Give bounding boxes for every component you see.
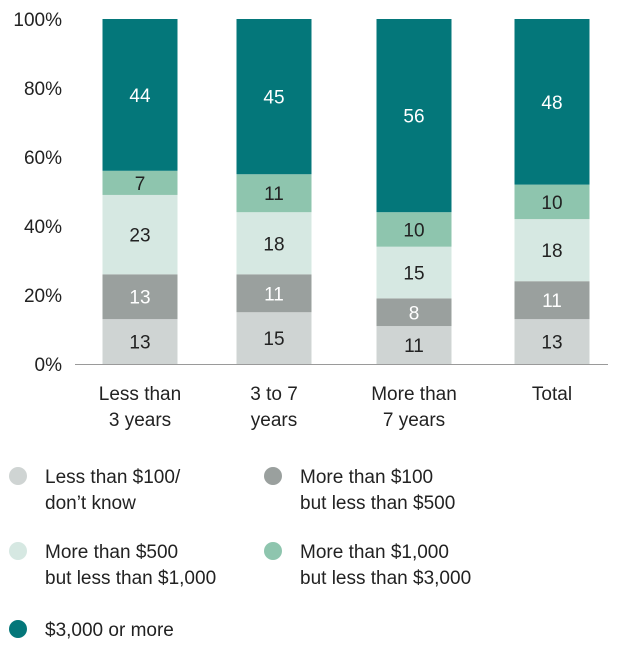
data-label: 48: [541, 93, 562, 114]
data-label: 7: [135, 174, 146, 195]
data-label: 13: [129, 333, 150, 354]
legend-swatch: [264, 467, 282, 485]
x-category-label: 7 years: [383, 410, 445, 431]
legend-label: but less than $3,000: [300, 568, 471, 589]
data-label: 11: [404, 336, 424, 357]
bar-segment: [102, 19, 178, 171]
bar-segment: [514, 219, 590, 282]
bar-segment: [102, 194, 178, 275]
data-label: 10: [541, 193, 562, 214]
bar-segment: [236, 19, 312, 175]
legend-label: but less than $500: [300, 493, 455, 514]
legend-swatch: [9, 467, 27, 485]
bar-segment: [514, 19, 590, 185]
data-label: 15: [403, 264, 424, 285]
y-tick-label: 80%: [24, 79, 62, 100]
data-label: 18: [263, 234, 284, 255]
legend-swatch: [9, 620, 27, 638]
bar-segment: [376, 212, 452, 247]
bar-segment: [376, 298, 452, 327]
bar-segment: [102, 170, 178, 195]
y-tick-label: 20%: [24, 286, 62, 307]
y-tick-label: 40%: [24, 217, 62, 238]
data-label: 11: [264, 184, 284, 205]
data-label: 56: [403, 107, 424, 128]
data-label: 18: [541, 241, 562, 262]
bar-segment: [236, 312, 312, 364]
legend-label: More than $1,000: [300, 542, 449, 563]
legend-label: More than $500: [45, 542, 178, 563]
legend-swatch: [264, 542, 282, 560]
legend-label: $3,000 or more: [45, 620, 174, 641]
legend-label: More than $100: [300, 467, 433, 488]
data-label: 11: [264, 284, 284, 305]
legend-label: Less than $100/: [45, 467, 181, 488]
data-label: 15: [263, 329, 284, 350]
bar-segment: [514, 281, 590, 320]
y-tick-label: 100%: [13, 10, 62, 31]
data-label: 11: [542, 291, 562, 312]
legend-label: don’t know: [45, 493, 136, 514]
x-category-label: Total: [532, 384, 572, 405]
bar-segment: [376, 326, 452, 364]
bar-segment: [236, 212, 312, 275]
data-label: 45: [263, 88, 284, 109]
bar-segment: [514, 184, 590, 220]
y-tick-label: 60%: [24, 148, 62, 169]
bar-segment: [102, 319, 178, 364]
legend-label: but less than $1,000: [45, 568, 216, 589]
bar-segment: [376, 19, 452, 213]
data-label: 13: [541, 333, 562, 354]
bar-segment: [236, 274, 312, 313]
x-category-label: 3 years: [109, 410, 171, 431]
bar-segment: [376, 246, 452, 299]
legend-swatch: [9, 542, 27, 560]
bar-segment: [236, 174, 312, 213]
data-label: 23: [129, 226, 150, 247]
x-category-label: years: [251, 410, 297, 431]
y-tick-label: 0%: [35, 355, 63, 376]
bar-segment: [102, 274, 178, 320]
data-label: 44: [129, 86, 151, 107]
x-category-label: 3 to 7: [250, 384, 298, 405]
x-category-label: Less than: [99, 384, 181, 405]
data-label: 8: [409, 303, 420, 324]
x-category-label: More than: [371, 384, 457, 405]
bar-segment: [514, 319, 590, 364]
data-label: 13: [129, 288, 150, 309]
data-label: 10: [403, 220, 424, 241]
